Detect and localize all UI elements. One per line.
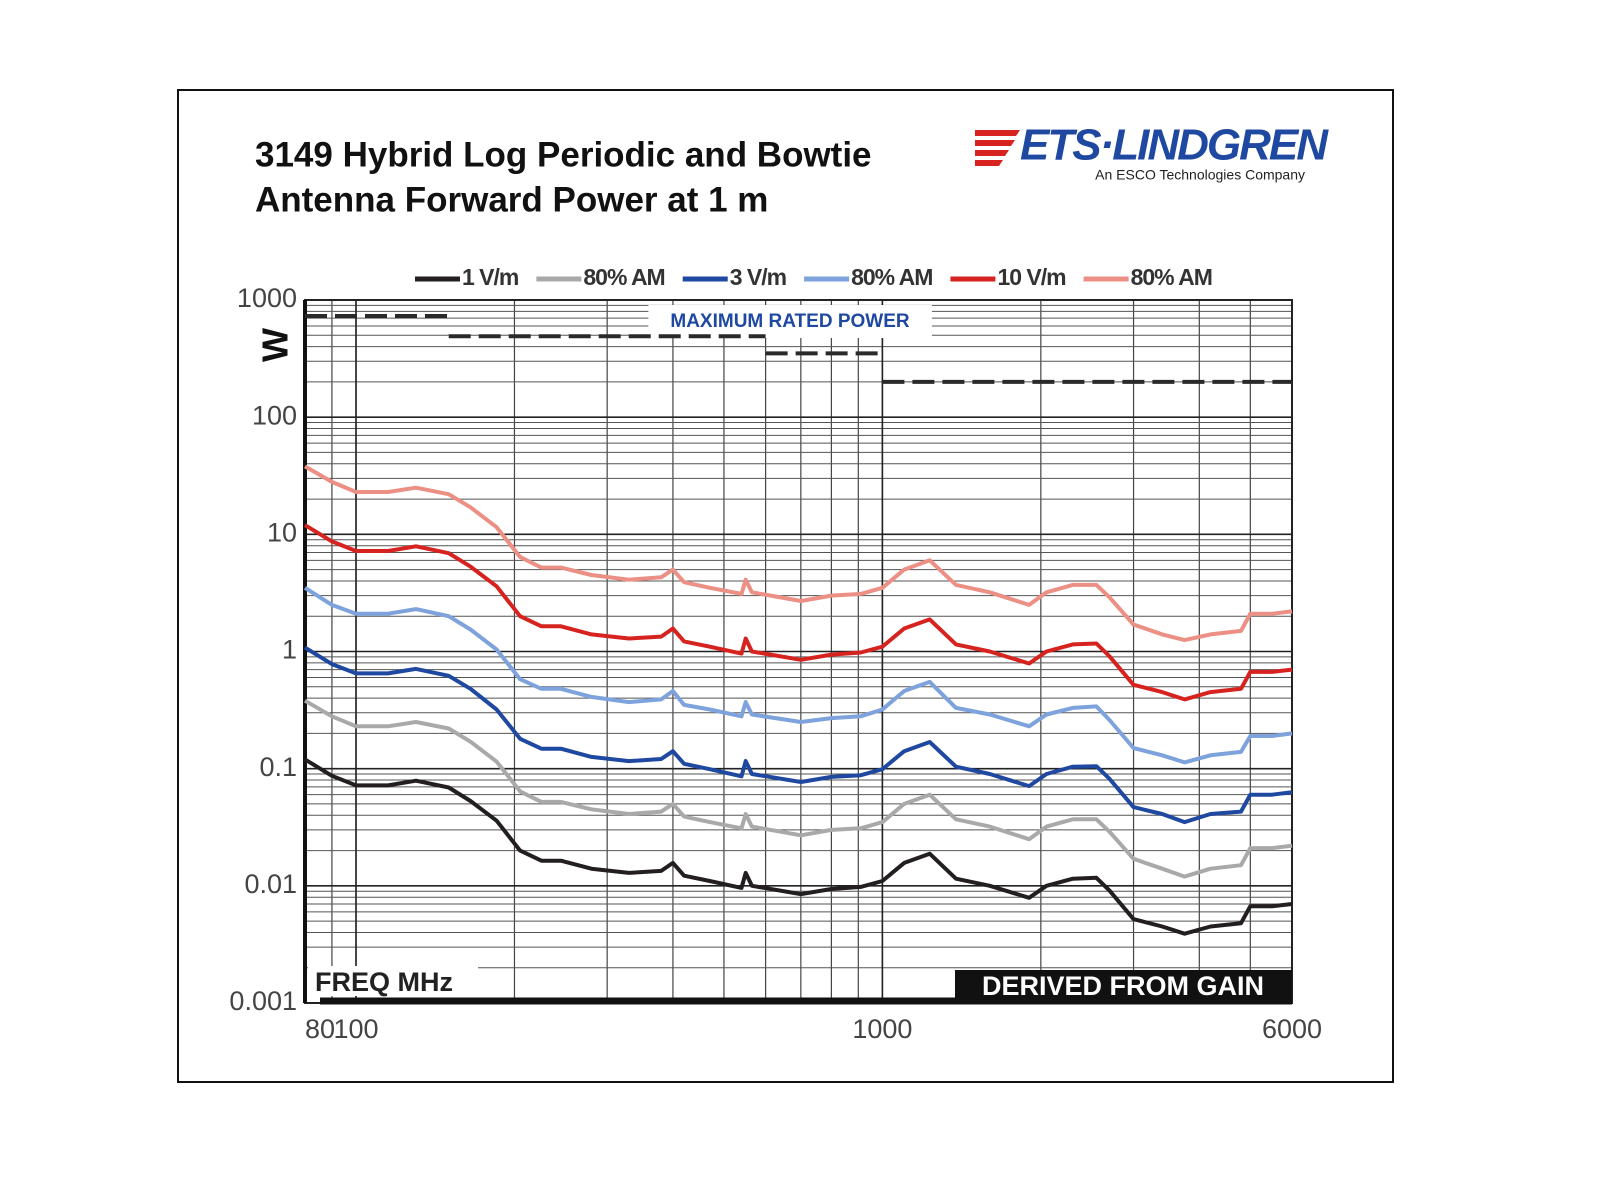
series-line bbox=[303, 523, 1293, 702]
legend-label: 80% AM bbox=[583, 264, 664, 290]
x-tick-label: 100 bbox=[333, 1014, 378, 1044]
annotation-box bbox=[648, 305, 932, 339]
annotation: DERIVED FROM GAIN bbox=[982, 971, 1264, 1001]
annotation: MAXIMUM RATED POWER bbox=[670, 311, 910, 332]
series-line bbox=[303, 757, 1293, 936]
logo-name: ETS·LINDGREN bbox=[1020, 121, 1329, 170]
legend-label: 80% AM bbox=[851, 264, 932, 290]
y-tick-label: 1 bbox=[282, 635, 297, 665]
legend-label: 80% AM bbox=[1131, 264, 1212, 290]
x-axis-label: FREQ MHz bbox=[315, 967, 453, 997]
y-tick-label: 0.01 bbox=[244, 869, 297, 899]
legend-label: 1 V/m bbox=[462, 264, 519, 290]
x-tick-label: 1000 bbox=[852, 1014, 912, 1044]
chart-title: 3149 Hybrid Log Periodic and Bowtie bbox=[255, 135, 872, 174]
series-line bbox=[303, 645, 1293, 825]
legend-label: 10 V/m bbox=[997, 264, 1066, 290]
logo: ETS·LINDGREN An ESCO Technologies Compan… bbox=[975, 121, 1331, 183]
y-tick-label: 1000 bbox=[237, 283, 297, 313]
x-tick-label: 80 bbox=[305, 1014, 335, 1044]
y-tick-label: 0.1 bbox=[259, 752, 297, 782]
logo-stripes bbox=[975, 130, 1020, 166]
x-label-box bbox=[308, 966, 478, 996]
y-tick-label: 0.001 bbox=[229, 986, 297, 1016]
legend-label: 3 V/m bbox=[730, 264, 787, 290]
y-axis-label: W bbox=[255, 328, 296, 362]
x-tick-label: 6000 bbox=[1262, 1014, 1322, 1044]
logo-tagline: An ESCO Technologies Company bbox=[1095, 167, 1305, 183]
annotation-box bbox=[955, 970, 1292, 1004]
y-tick-label: 100 bbox=[252, 400, 297, 430]
series-line bbox=[304, 464, 1293, 643]
series-line bbox=[303, 586, 1293, 765]
frame bbox=[177, 89, 1394, 1083]
series-line bbox=[303, 698, 1293, 879]
y-tick-label: 10 bbox=[267, 517, 297, 547]
chart-title: Antenna Forward Power at 1 m bbox=[255, 180, 768, 219]
